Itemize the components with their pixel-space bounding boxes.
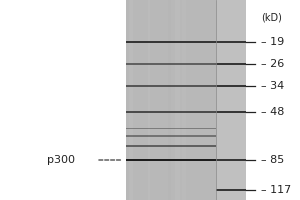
Text: – 85: – 85 (261, 155, 284, 165)
Bar (126, 145, 216, 147)
Bar (168, 0, 171, 200)
Bar (126, 159, 216, 161)
Text: – 48: – 48 (261, 107, 284, 117)
Text: – 19: – 19 (261, 37, 284, 47)
Bar (216, 0, 246, 200)
Bar (176, 0, 180, 200)
Bar (148, 0, 150, 200)
Bar (129, 0, 134, 200)
Text: p300: p300 (47, 155, 75, 165)
Bar (216, 159, 246, 161)
Text: – 117: – 117 (261, 185, 291, 195)
Bar (126, 0, 216, 200)
Text: – 26: – 26 (261, 59, 284, 69)
Bar (126, 41, 216, 43)
Bar (150, 0, 153, 200)
Bar (126, 111, 216, 113)
Text: (kD): (kD) (261, 13, 282, 23)
Bar (182, 0, 186, 200)
Bar (216, 189, 246, 191)
Bar (216, 41, 246, 43)
Bar (216, 85, 246, 87)
Bar (216, 111, 246, 113)
Bar (126, 128, 216, 129)
Bar (126, 135, 216, 137)
Bar (216, 63, 246, 65)
Text: – 34: – 34 (261, 81, 284, 91)
Bar (126, 85, 216, 87)
Bar (126, 63, 216, 65)
